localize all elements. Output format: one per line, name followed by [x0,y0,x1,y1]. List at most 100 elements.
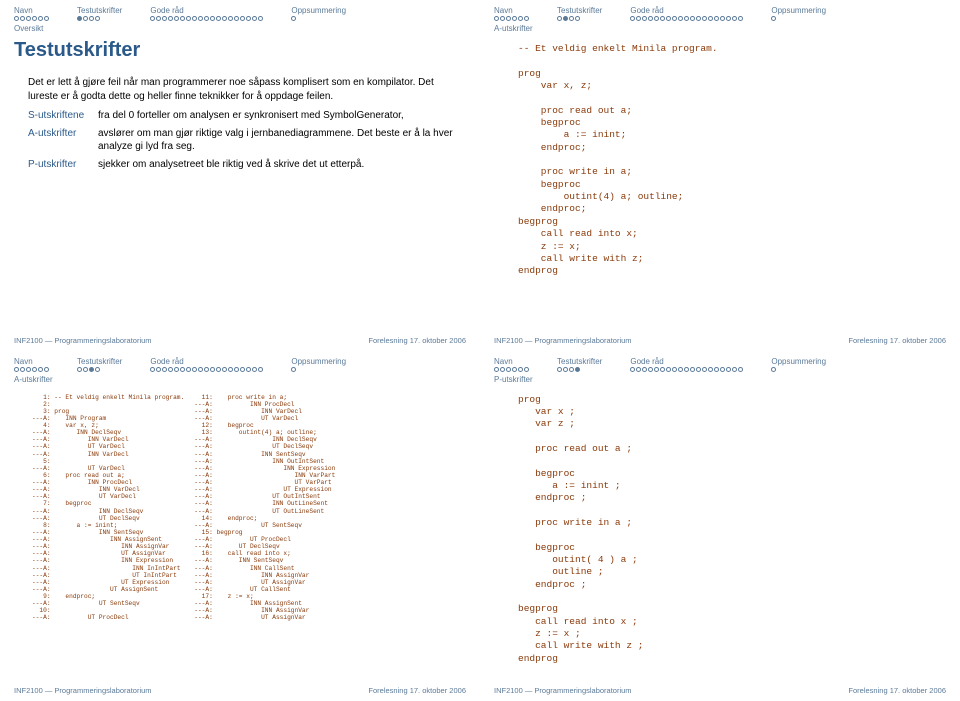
nav-section: Gode råd [150,6,263,21]
nav-dot [714,367,719,372]
code-block: -- Et veldig enkelt Minila program. prog… [518,43,936,278]
nav-section: Navn [14,357,49,372]
def-item: A-utskrifter avslører om man gjør riktig… [28,127,456,154]
intro-paragraph: Det er lett å gjøre feil når man program… [28,76,456,103]
def-term: P-utskrifter [28,158,98,172]
nav-section-label: Navn [14,357,49,366]
nav-dot [83,367,88,372]
nav-dot [575,367,580,372]
footer-left: INF2100 — Programmeringslaboratorium [14,336,152,345]
nav-dot [20,367,25,372]
nav-dot [38,16,43,21]
nav-dot [252,367,257,372]
nav-dot [240,367,245,372]
def-desc: fra del 0 forteller om analysen er synkr… [98,109,456,123]
nav-dot [258,367,263,372]
nav-dot [246,367,251,372]
nav-dot [26,16,31,21]
code-block: prog var x ; var z ; proc read out a ; b… [518,394,936,666]
nav-dots [150,16,263,21]
nav-dot [732,367,737,372]
nav-section-label: Oppsummering [771,357,826,366]
nav-dot [89,367,94,372]
slide-4: NavnTestutskrifterGode rådOppsummering P… [480,351,960,701]
nav-dot [642,367,647,372]
nav-dot [83,16,88,21]
nav-section-label: Gode råd [150,6,263,15]
def-item: S-utskriftene fra del 0 forteller om ana… [28,109,456,123]
nav-section: Navn [494,357,529,372]
nav-dots [494,367,529,372]
slide-footer: INF2100 — Programmeringslaboratorium For… [14,336,466,345]
nav-dot [654,16,659,21]
nav-dot [32,16,37,21]
nav-dot [524,16,529,21]
nav-dot [89,16,94,21]
nav-dots [557,16,602,21]
nav-section: Oppsummering [771,6,826,21]
nav-dot [708,367,713,372]
nav-dot [512,367,517,372]
nav-dot [180,367,185,372]
nav-dot [216,16,221,21]
definition-list: S-utskriftene fra del 0 forteller om ana… [28,109,456,171]
nav-dot [720,16,725,21]
nav-dot [702,367,707,372]
nav-section-label: Testutskrifter [77,357,122,366]
nav-dot [44,367,49,372]
nav-dot [630,367,635,372]
slide-3: NavnTestutskrifterGode rådOppsummering A… [0,351,480,701]
slide-1: NavnTestutskrifterGode rådOppsummering O… [0,0,480,351]
slide-footer: INF2100 — Programmeringslaboratorium For… [494,686,946,695]
nav-dot [500,16,505,21]
nav-section-label: Gode råd [630,6,743,15]
nav-dot [575,16,580,21]
nav-section: Navn [494,6,529,21]
nav-dot [512,16,517,21]
nav-dot [678,16,683,21]
def-term: S-utskriftene [28,109,98,123]
nav-dots [557,367,602,372]
nav-dot [174,16,179,21]
nav-dot [162,367,167,372]
nav-dot [636,16,641,21]
nav-dot [20,16,25,21]
nav-dots [771,367,826,372]
nav-section-label: Navn [494,6,529,15]
nav-section: Gode råd [150,357,263,372]
nav-dots [14,367,49,372]
nav-dot [738,367,743,372]
nav-dot [291,16,296,21]
nav-dot [690,16,695,21]
nav-dot [518,367,523,372]
nav-dot [204,367,209,372]
nav-dot [228,16,233,21]
nav-dot [38,367,43,372]
nav-section-label: Navn [14,6,49,15]
nav-dot [494,367,499,372]
nav-section: Testutskrifter [77,357,122,372]
nav-dot [630,16,635,21]
nav-dot [557,367,562,372]
nav-dot [506,367,511,372]
nav-dot [660,16,665,21]
nav-dot [77,16,82,21]
nav-dot [678,367,683,372]
nav-dot [660,367,665,372]
nav-section: Testutskrifter [557,357,602,372]
code-block-right: 11: proc write in a; ---A: INN ProcDecl … [194,394,335,622]
slide-grid: NavnTestutskrifterGode rådOppsummering O… [0,0,960,701]
nav-dot [672,367,677,372]
nav-dot [524,367,529,372]
navbar: NavnTestutskrifterGode rådOppsummering [494,6,946,21]
nav-dot [726,367,731,372]
nav-dot [702,16,707,21]
nav-dot [192,16,197,21]
def-term: A-utskrifter [28,127,98,154]
nav-dot [156,367,161,372]
slide-subtitle: A-utskrifter [14,375,466,384]
nav-dot [714,16,719,21]
navbar: NavnTestutskrifterGode rådOppsummering [14,6,466,21]
nav-dot [696,367,701,372]
slide-title: Testutskrifter [14,39,466,62]
